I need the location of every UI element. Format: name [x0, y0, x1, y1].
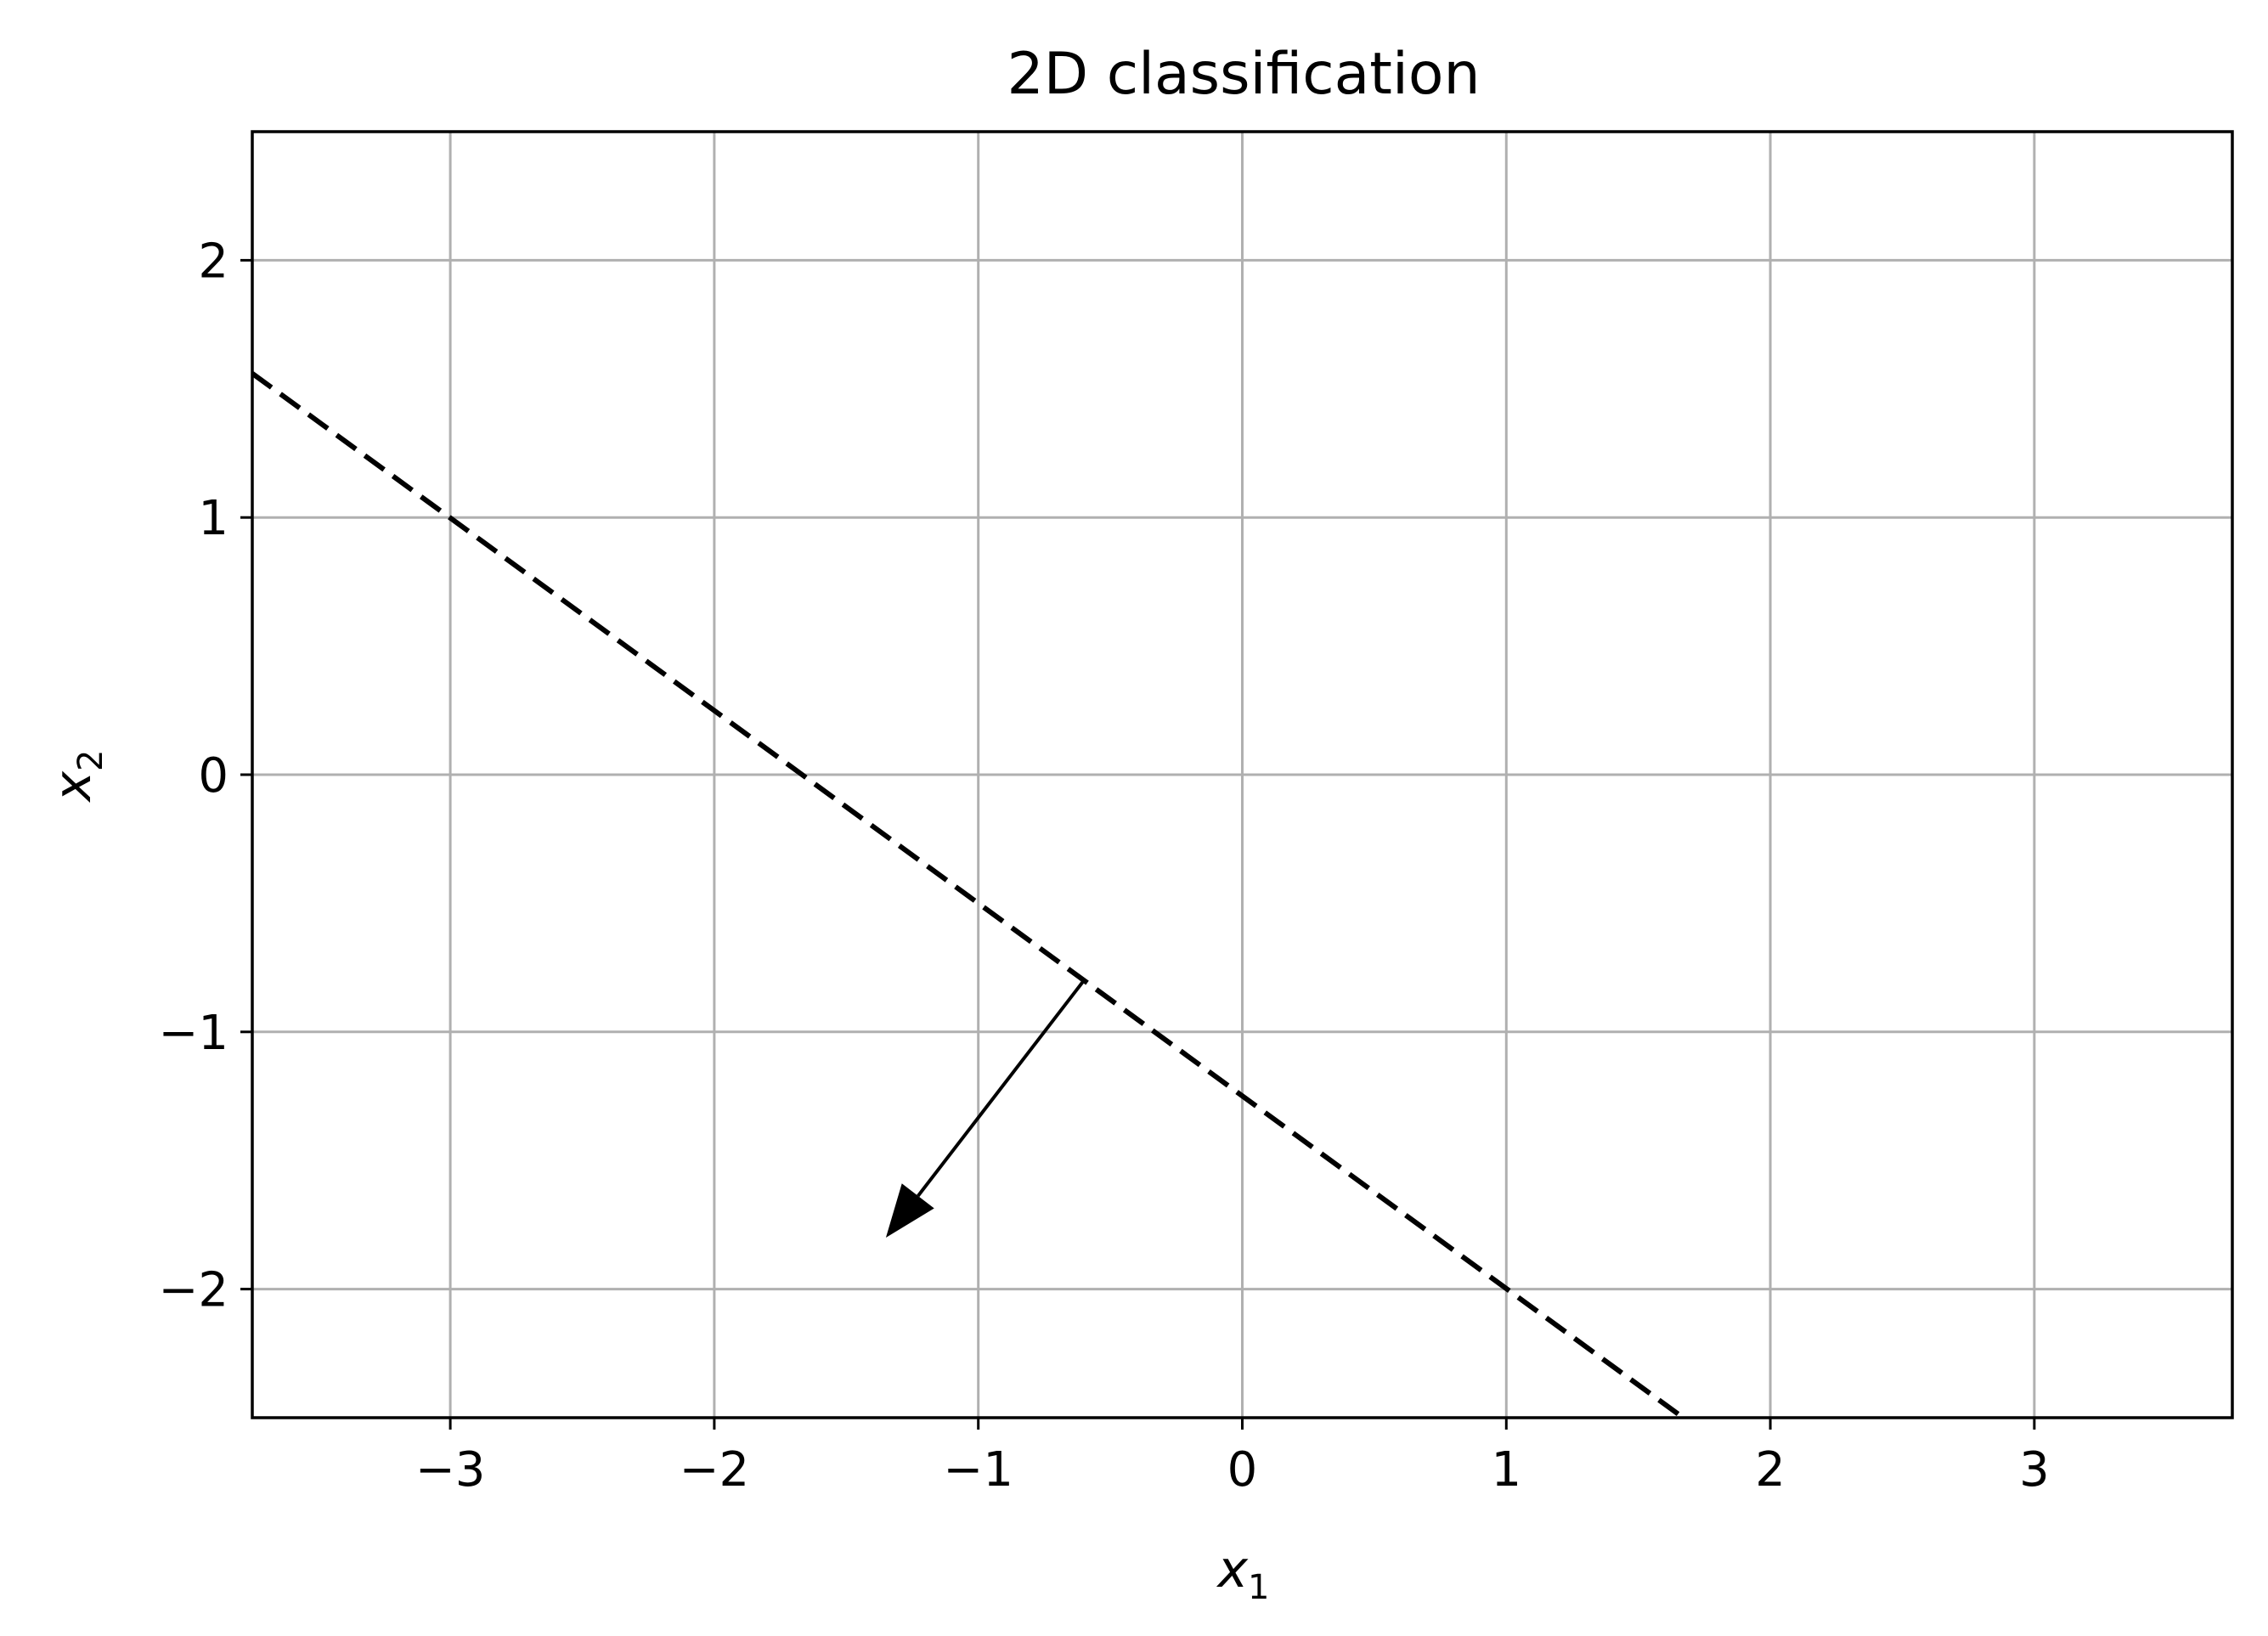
y-tick-label: −2	[158, 1263, 228, 1318]
x-axis-label: x1	[1216, 1540, 1270, 1607]
y-tick-label: −1	[158, 1006, 228, 1061]
ticks: −3 −2 −1 0 1 2 3 −2 −1 0 1 2	[158, 234, 2049, 1498]
x-tick-label: 3	[2019, 1442, 2050, 1498]
x-tick-label: −2	[680, 1442, 750, 1498]
x-axis-label-sub: 1	[1248, 1568, 1269, 1607]
annotation-layer	[885, 979, 1086, 1238]
chart-title: 2D classification	[1007, 41, 1480, 108]
y-tick-label: 1	[198, 491, 228, 546]
x-tick-label: −3	[415, 1442, 486, 1498]
decision-boundary-line	[252, 371, 1685, 1418]
x-tick-label: −1	[943, 1442, 1013, 1498]
x-tick-label: 2	[1755, 1442, 1786, 1498]
x-tick-label: 0	[1227, 1442, 1258, 1498]
y-tick-label: 0	[198, 748, 228, 804]
x-tick-label: 1	[1491, 1442, 1521, 1498]
y-tick-label: 2	[198, 234, 228, 289]
x-axis-label-var: x	[1216, 1540, 1249, 1599]
series-layer	[252, 371, 1685, 1418]
grid	[252, 132, 2232, 1418]
normal-vector-arrow-head	[885, 1183, 934, 1238]
normal-vector-arrow-shaft	[917, 979, 1086, 1198]
y-axis-label-var: x	[43, 770, 103, 803]
y-axis-label: x2	[43, 750, 110, 804]
y-axis-label-sub: 2	[71, 750, 110, 771]
